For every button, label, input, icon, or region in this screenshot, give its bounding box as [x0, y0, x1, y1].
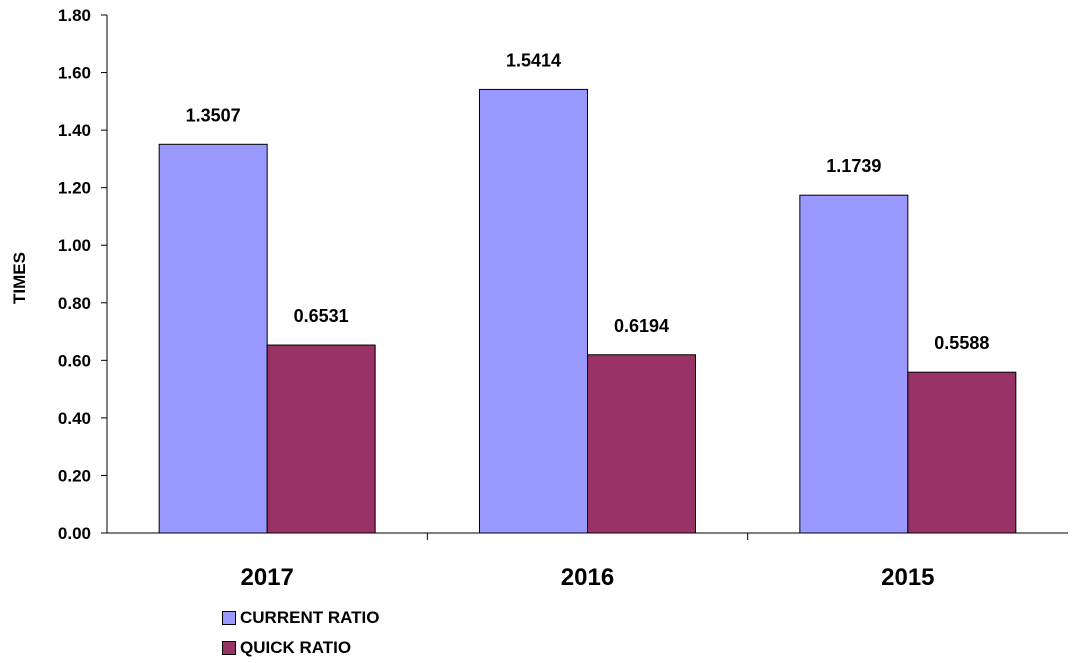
- legend: CURRENT RATIO QUICK RATIO: [222, 603, 379, 663]
- y-tick-label: 1.80: [58, 6, 91, 25]
- y-axis-title: TIMES: [10, 252, 29, 304]
- bar-quick-ratio: [266, 344, 376, 534]
- bar-current-ratio: [158, 143, 268, 534]
- y-tick-label: 0.00: [58, 524, 91, 543]
- data-label: 1.3507: [186, 105, 241, 125]
- bar-quick-ratio: [587, 354, 696, 534]
- ratio-bar-chart: TIMES 0.00 0.20 0.40 0.60 0.80 1.00 1.20 1.40 1.…: [10, 6, 1068, 591]
- data-label: 0.5588: [934, 333, 989, 353]
- data-label: 1.5414: [506, 50, 561, 70]
- y-tick-label: 1.20: [58, 179, 91, 198]
- y-tick-label: 1.00: [58, 236, 91, 255]
- legend-label-current-ratio: CURRENT RATIO: [240, 608, 380, 627]
- x-category-label: 2016: [561, 564, 614, 591]
- y-tick-label: 1.60: [58, 64, 91, 83]
- y-tick-label: 0.80: [58, 294, 91, 313]
- legend-swatch-quick-ratio: [222, 641, 236, 655]
- bar-current-ratio: [799, 194, 909, 534]
- x-category-label: 2015: [881, 564, 934, 591]
- legend-item-quick-ratio: QUICK RATIO: [222, 633, 379, 663]
- y-tick-label: 0.20: [58, 466, 91, 485]
- data-label: 0.6531: [294, 306, 349, 326]
- y-tick-label: 0.40: [58, 409, 91, 428]
- data-label: 1.1739: [826, 156, 881, 176]
- x-category-label: 2017: [240, 564, 293, 591]
- legend-label-quick-ratio: QUICK RATIO: [240, 638, 352, 657]
- y-tick-label: 1.40: [58, 121, 91, 140]
- legend-swatch-current-ratio: [222, 611, 236, 625]
- y-tick-label: 0.60: [58, 351, 91, 370]
- bar-current-ratio: [479, 88, 588, 534]
- data-label: 0.6194: [614, 316, 669, 336]
- legend-item-current-ratio: CURRENT RATIO: [222, 603, 379, 633]
- bar-quick-ratio: [907, 371, 1017, 534]
